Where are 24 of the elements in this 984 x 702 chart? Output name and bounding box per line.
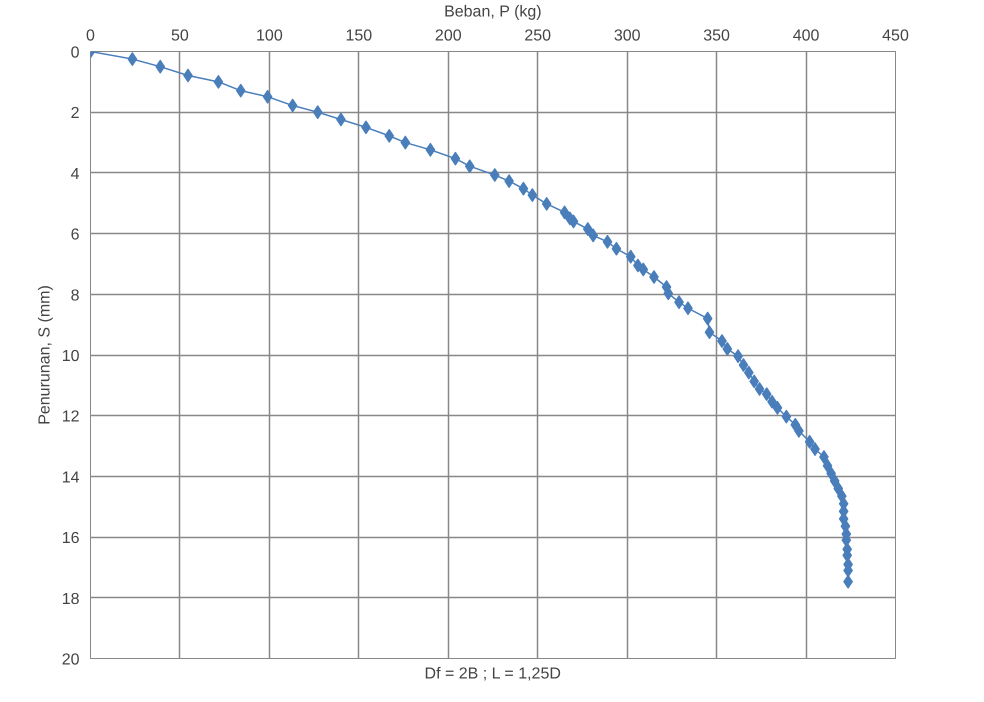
x-axis-title: Beban, P (kg) [444,4,542,20]
x-tick-label: 350 [703,28,730,44]
x-tick-label: 100 [256,28,283,44]
x-tick-label: 0 [86,28,96,44]
y-tick-label: 10 [62,348,80,365]
x-tick-label: 50 [171,28,189,44]
y-tick-label: 6 [70,226,80,244]
y-tick-label: 20 [62,652,80,668]
y-tick-label: 4 [70,166,80,183]
x-tick-label: 450 [882,28,909,44]
y-axis-title: Penurunan, S (mm) [36,285,54,425]
x-tick-label: 200 [434,28,462,44]
x-tick-label: 400 [792,28,820,44]
y-tick-label: 14 [62,469,80,486]
x-tick-label: 150 [345,28,372,44]
y-tick-label: 12 [62,408,80,426]
y-tick-label: 18 [62,590,80,608]
y-tick-label: 0 [70,44,80,62]
x-tick-label: 300 [614,28,641,44]
y-tick-label: 8 [70,287,80,304]
y-tick-label: 16 [62,530,80,548]
text: Df = 2B ; L = 1,25D [424,666,561,682]
x-tick-label: 250 [524,28,552,44]
y-tick-label: 2 [70,105,80,122]
